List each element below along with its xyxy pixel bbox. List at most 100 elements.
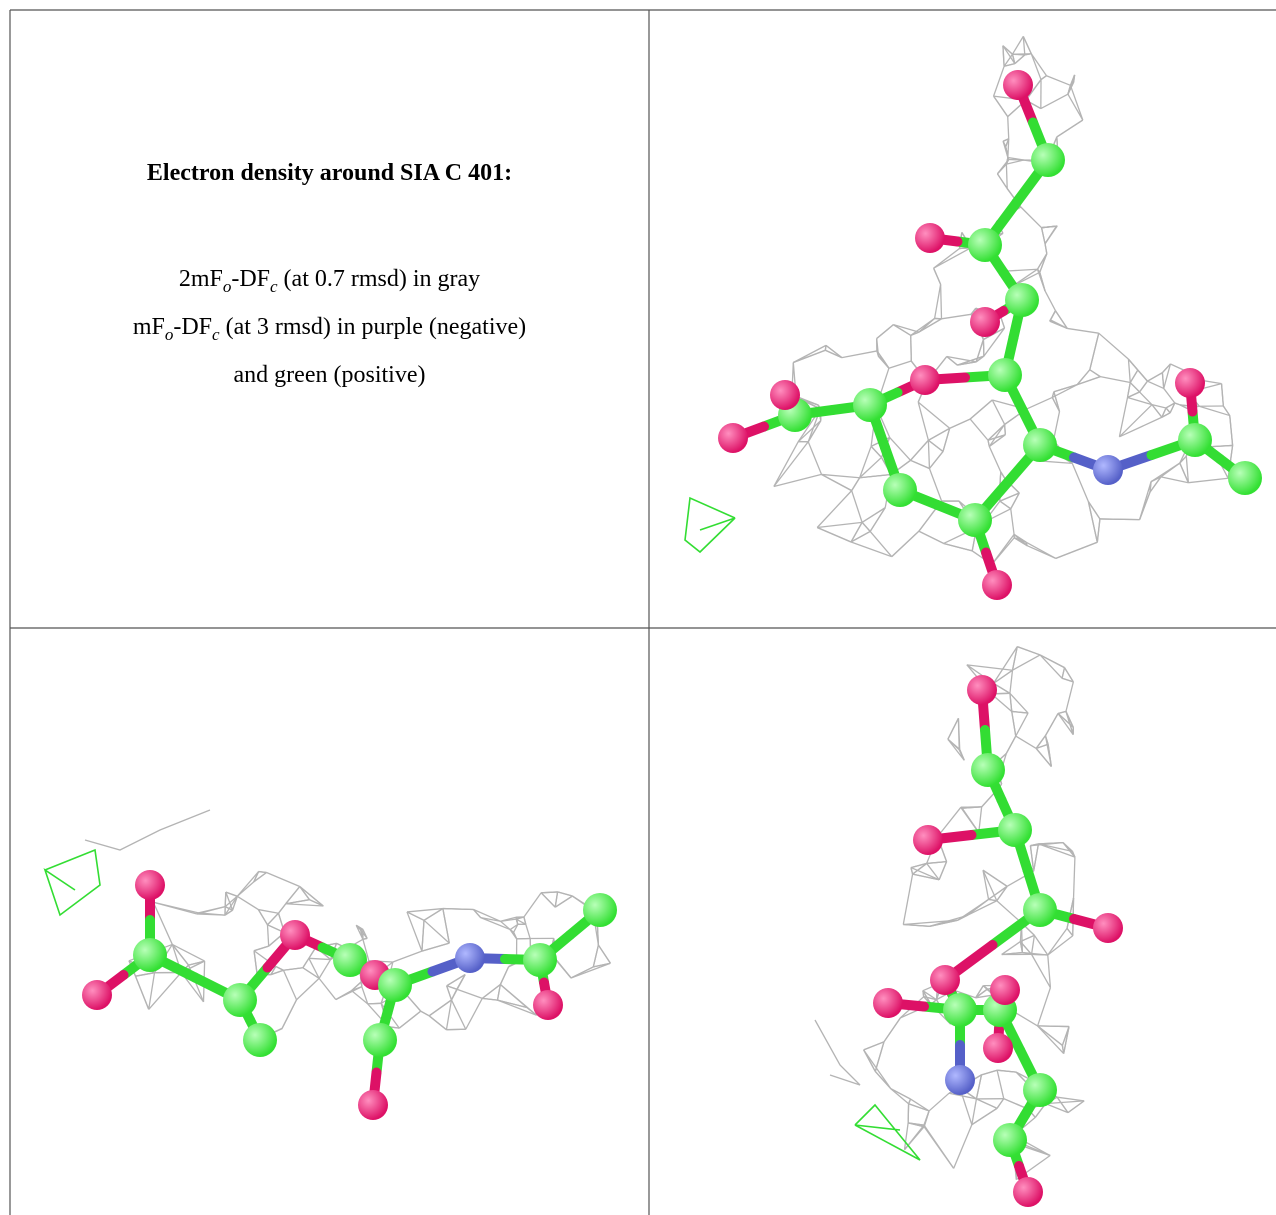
density-mesh: [1139, 391, 1153, 406]
density-mesh: [1005, 164, 1008, 189]
density-mesh: [1012, 654, 1041, 671]
density-mesh: [1118, 397, 1129, 437]
atom: [133, 938, 167, 972]
density-mesh: [1053, 384, 1078, 393]
text: mF: [132, 313, 165, 340]
density-mesh: [876, 350, 884, 361]
density-mesh: [1035, 748, 1052, 767]
density-mesh: [1076, 369, 1091, 386]
density-mesh: [1001, 951, 1023, 956]
atom: [913, 825, 943, 855]
density-mesh: [172, 943, 205, 962]
density-mesh: [953, 1124, 973, 1169]
density-mesh: [912, 873, 940, 881]
density-mesh: [1049, 319, 1052, 322]
atom: [455, 943, 485, 973]
density-mesh: [1050, 319, 1068, 330]
atom: [968, 228, 1002, 262]
density-mesh: [1002, 45, 1016, 65]
density-mesh: [851, 477, 861, 491]
density-mesh: [270, 966, 277, 975]
atom: [930, 965, 960, 995]
density-mesh: [473, 908, 501, 922]
density-mesh: [406, 907, 443, 913]
density-mesh: [988, 434, 1006, 447]
density-mesh: [975, 985, 984, 999]
density-mesh: [1037, 1025, 1070, 1028]
density-mesh: [1072, 857, 1076, 898]
density-mesh: [515, 917, 519, 925]
density-mesh: [1063, 667, 1074, 683]
density-mesh: [253, 950, 258, 975]
density-mesh: [428, 999, 452, 1017]
density-mesh: [1035, 735, 1046, 749]
density-mesh: [893, 324, 920, 333]
density-mesh: [949, 418, 971, 429]
density-mesh: [308, 958, 320, 979]
density-mesh: [981, 793, 995, 808]
density-mesh: [912, 862, 928, 875]
density-mesh: [473, 909, 482, 919]
density-mesh: [570, 966, 594, 979]
caption-line: and green (positive): [11, 355, 648, 395]
density-mesh: [999, 492, 1020, 502]
atom: [583, 893, 617, 927]
density-mesh: [933, 284, 942, 319]
density-mesh: [988, 446, 1002, 473]
density-mesh: [1022, 36, 1032, 54]
density-mesh: [1057, 710, 1067, 715]
density-mesh: [1089, 333, 1100, 370]
density-mesh: [421, 920, 425, 952]
density-mesh: [224, 895, 238, 908]
density-mesh: [1087, 501, 1101, 520]
density-mesh: [420, 1010, 430, 1017]
density-mesh: [1011, 36, 1024, 55]
atom: [280, 920, 310, 950]
density-mesh: [1188, 477, 1229, 484]
density-mesh: [258, 870, 267, 874]
density-mesh: [1129, 382, 1140, 393]
text: (at 3 rmsd) in purple (negative): [219, 313, 527, 340]
density-mesh: [593, 962, 611, 968]
density-mesh: [946, 355, 958, 366]
atom: [1228, 461, 1262, 495]
atom: [223, 983, 257, 1017]
atom: [333, 943, 367, 977]
density-mesh: [1127, 396, 1153, 406]
density-mesh: [523, 892, 542, 918]
density-mesh: [302, 957, 310, 969]
density-mesh: [1165, 402, 1176, 409]
density-mesh: [1071, 463, 1089, 502]
density-mesh: [1061, 1026, 1070, 1046]
density-mesh: [153, 901, 199, 914]
density-mesh: [231, 896, 238, 911]
density-mesh: [1165, 407, 1171, 414]
density-mesh: [446, 973, 466, 987]
density-mesh: [446, 985, 458, 990]
density-mesh: [1139, 491, 1151, 520]
density-mesh: [975, 988, 988, 999]
density-mesh: [1066, 928, 1074, 937]
density-mesh: [1033, 934, 1049, 956]
density-mesh: [999, 471, 1002, 485]
atom: [873, 988, 903, 1018]
density-mesh: [814, 1019, 861, 1086]
density-mesh: [597, 944, 611, 964]
caption-title: Electron density around SIA C 401:: [146, 160, 513, 186]
density-mesh: [1089, 369, 1101, 378]
density-mesh: [1011, 646, 1018, 671]
density-mesh: [1099, 518, 1140, 521]
density-mesh: [960, 806, 980, 833]
density-mesh: [423, 919, 450, 944]
density-mesh: [825, 349, 843, 359]
density-mesh: [888, 360, 912, 369]
density-mesh: [933, 267, 942, 285]
text: (at 0.7 rmsd) in gray: [277, 266, 481, 292]
density-mesh: [1174, 402, 1181, 406]
density-mesh: [1057, 713, 1074, 735]
subscript: o: [222, 276, 232, 296]
density-mesh: [406, 911, 423, 952]
density-mesh: [456, 988, 483, 999]
density-mesh: [497, 999, 528, 1009]
density-mesh: [266, 871, 301, 888]
